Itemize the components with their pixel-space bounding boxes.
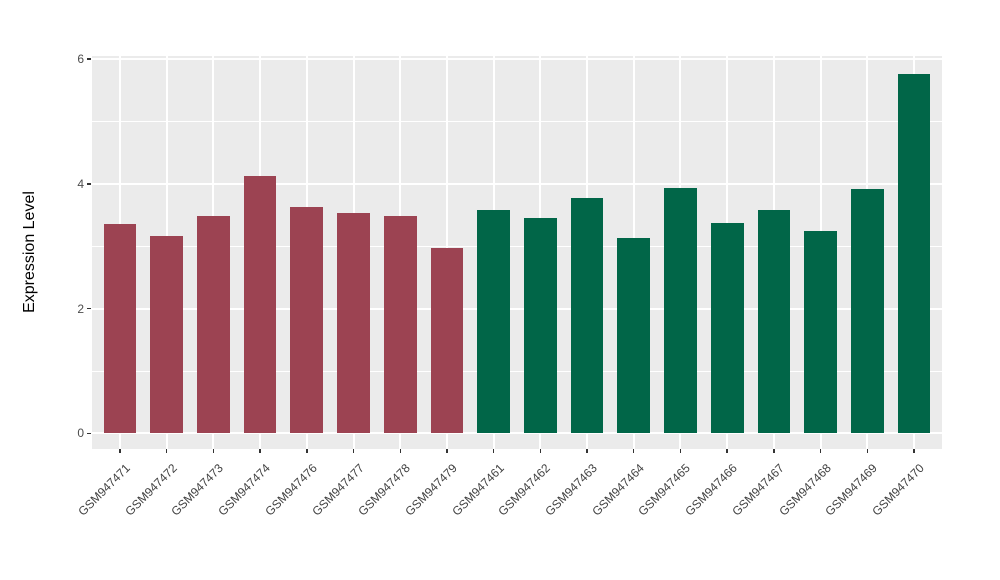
y-tick-label-6: 6: [77, 52, 84, 67]
gridline-minor-y-1: [92, 370, 942, 372]
y-tick-label-4: 4: [77, 176, 84, 191]
x-tick-mark-GSM947466: [726, 449, 728, 453]
bar-GSM947478: [383, 215, 417, 434]
gridline-major-y-0: [92, 432, 942, 435]
bar-GSM947465: [664, 188, 697, 434]
x-tick-mark-GSM947470: [913, 449, 915, 453]
x-tick-mark-GSM947463: [586, 449, 588, 453]
x-tick-mark-GSM947468: [819, 449, 822, 453]
bar-GSM947471: [103, 224, 137, 434]
x-tick-mark-GSM947462: [539, 449, 542, 453]
x-tick-mark-GSM947469: [866, 449, 868, 453]
y-axis-title: Expression Level: [21, 191, 38, 313]
bar-GSM947479: [430, 248, 464, 434]
bar-GSM947477: [337, 213, 370, 434]
x-tick-mark-GSM947478: [399, 449, 401, 453]
bar-GSM947468: [804, 231, 837, 434]
x-tick-mark-GSM947476: [306, 449, 308, 453]
y-tick-label-2: 2: [77, 301, 84, 316]
y-tick-label-0: 0: [77, 426, 84, 441]
bar-GSM947462: [524, 217, 557, 434]
bar-GSM947463: [570, 198, 604, 434]
bar-GSM947469: [850, 188, 884, 434]
bar-GSM947472: [150, 235, 184, 434]
x-tick-mark-GSM947472: [166, 449, 168, 453]
x-tick-mark-GSM947477: [352, 449, 355, 453]
x-tick-mark-GSM947479: [446, 449, 448, 453]
y-tick-mark-4: [87, 183, 91, 185]
y-tick-mark-2: [87, 307, 91, 310]
gridline-major-y-6: [92, 58, 942, 61]
bar-GSM947461: [477, 210, 510, 434]
bar-GSM947474: [243, 176, 277, 434]
gridline-major-y-4: [92, 182, 942, 185]
gridline-minor-y-3: [92, 245, 942, 247]
x-tick-mark-GSM947465: [679, 449, 682, 453]
bar-GSM947467: [757, 210, 791, 434]
y-tick-mark-6: [87, 58, 91, 60]
bar-GSM947476: [290, 206, 324, 434]
bar-GSM947464: [617, 237, 651, 434]
y-tick-mark-0: [87, 432, 91, 435]
x-tick-mark-GSM947464: [633, 449, 635, 453]
gridline-major-y-2: [92, 307, 942, 310]
x-tick-mark-GSM947473: [212, 449, 215, 453]
plot-panel: [92, 56, 942, 449]
x-tick-mark-GSM947474: [259, 449, 261, 453]
bar-GSM947466: [710, 223, 744, 434]
x-tick-mark-GSM947471: [119, 449, 121, 453]
x-tick-mark-GSM947467: [773, 449, 775, 453]
gridline-minor-y-5: [92, 121, 942, 122]
x-tick-mark-GSM947461: [492, 449, 495, 453]
bar-GSM947473: [197, 215, 230, 434]
bar-GSM947470: [897, 74, 931, 434]
